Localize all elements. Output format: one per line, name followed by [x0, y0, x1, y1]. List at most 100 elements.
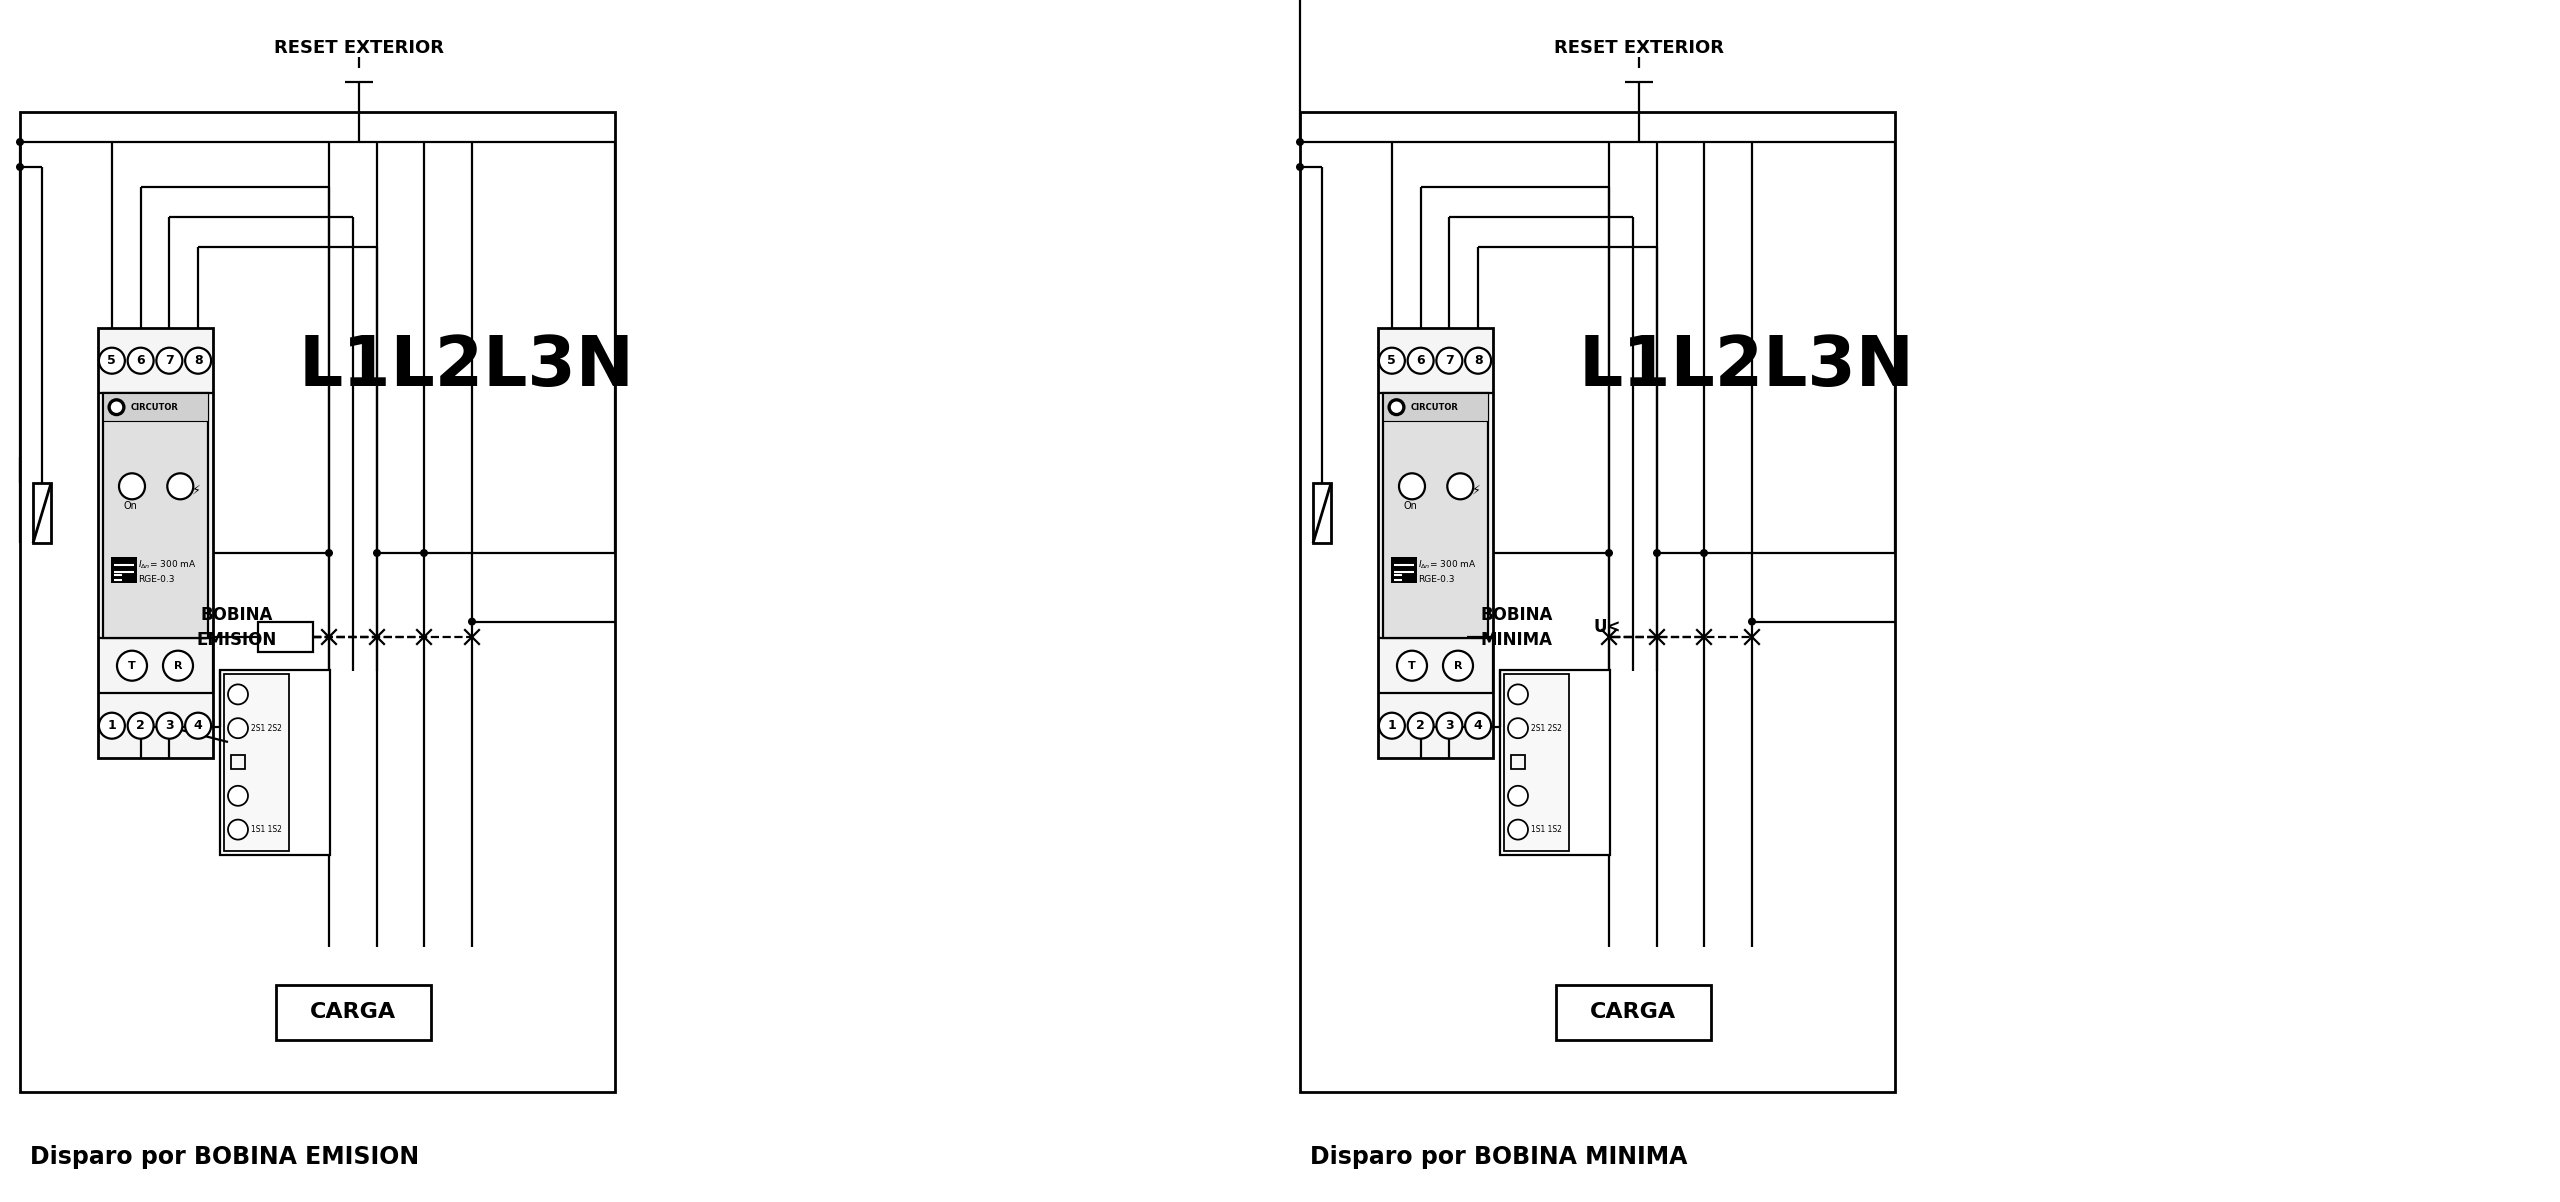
Text: 5: 5: [108, 355, 115, 367]
Bar: [97, 328, 212, 758]
Text: 8: 8: [1475, 355, 1482, 367]
Bar: [1556, 984, 1710, 1040]
Text: 1S1 1S2: 1S1 1S2: [251, 825, 282, 834]
Circle shape: [1388, 399, 1405, 415]
Circle shape: [1398, 474, 1426, 499]
Text: 5: 5: [1388, 355, 1395, 367]
Circle shape: [228, 820, 248, 840]
Text: CARGA: CARGA: [1590, 1002, 1677, 1022]
Circle shape: [228, 719, 248, 738]
Text: R: R: [1454, 661, 1462, 671]
Circle shape: [374, 549, 381, 557]
Text: $I_{\Delta n}$= 300 mA: $I_{\Delta n}$= 300 mA: [138, 559, 197, 571]
Bar: [1382, 393, 1487, 638]
Circle shape: [1295, 163, 1303, 171]
Bar: [33, 483, 51, 543]
Text: RGE-0.3: RGE-0.3: [138, 575, 174, 584]
Text: 7: 7: [164, 355, 174, 367]
Text: CIRCUTOR: CIRCUTOR: [131, 403, 179, 412]
Circle shape: [1508, 786, 1528, 805]
Text: 2S1 2S2: 2S1 2S2: [251, 724, 282, 733]
Circle shape: [156, 347, 182, 374]
Text: On: On: [123, 501, 136, 511]
Text: 2S1 2S2: 2S1 2S2: [1531, 724, 1562, 733]
Circle shape: [128, 713, 154, 739]
Circle shape: [118, 474, 146, 499]
Circle shape: [156, 713, 182, 739]
Text: CIRCUTOR: CIRCUTOR: [1411, 403, 1459, 412]
Bar: [1377, 328, 1492, 758]
Circle shape: [1380, 347, 1405, 374]
Text: ⚡: ⚡: [192, 483, 200, 496]
Text: BOBINA: BOBINA: [200, 606, 274, 624]
Circle shape: [1446, 474, 1475, 499]
Circle shape: [1654, 549, 1661, 557]
Circle shape: [1508, 684, 1528, 704]
Circle shape: [108, 399, 125, 415]
Circle shape: [128, 347, 154, 374]
Text: T: T: [128, 661, 136, 671]
Text: EMISION: EMISION: [197, 631, 276, 649]
Text: BOBINA: BOBINA: [1480, 606, 1554, 624]
Text: 2: 2: [136, 719, 146, 732]
Text: 7: 7: [1444, 355, 1454, 367]
Bar: [20, 112, 614, 1091]
Circle shape: [1748, 618, 1756, 625]
Bar: [259, 621, 312, 651]
Circle shape: [1508, 719, 1528, 738]
Text: L1L2L3N: L1L2L3N: [1580, 333, 1915, 400]
Bar: [276, 984, 430, 1040]
Bar: [102, 393, 207, 421]
Text: T: T: [1408, 661, 1416, 671]
Circle shape: [1436, 713, 1462, 739]
Text: Disparo por BOBINA EMISION: Disparo por BOBINA EMISION: [31, 1146, 420, 1170]
Circle shape: [1380, 713, 1405, 739]
Bar: [225, 673, 289, 851]
Bar: [1510, 755, 1526, 769]
Circle shape: [325, 549, 333, 557]
Circle shape: [1295, 138, 1303, 145]
Text: Disparo por BOBINA MINIMA: Disparo por BOBINA MINIMA: [1311, 1146, 1687, 1170]
Circle shape: [184, 713, 210, 739]
Circle shape: [1408, 713, 1434, 739]
Circle shape: [1464, 347, 1490, 374]
Circle shape: [1393, 403, 1400, 412]
Circle shape: [164, 650, 192, 680]
Bar: [1390, 557, 1416, 583]
Bar: [1300, 112, 1894, 1091]
Text: 3: 3: [164, 719, 174, 732]
Text: 2: 2: [1416, 719, 1426, 732]
Circle shape: [1408, 347, 1434, 374]
Bar: [1313, 483, 1331, 543]
Circle shape: [100, 713, 125, 739]
Text: 1S1 1S2: 1S1 1S2: [1531, 825, 1562, 834]
Text: 8: 8: [195, 355, 202, 367]
Circle shape: [228, 786, 248, 805]
Circle shape: [100, 347, 125, 374]
Text: CARGA: CARGA: [310, 1002, 397, 1022]
Bar: [1505, 673, 1569, 851]
Text: 3: 3: [1444, 719, 1454, 732]
Circle shape: [1436, 347, 1462, 374]
Circle shape: [15, 163, 23, 171]
Circle shape: [1605, 549, 1613, 557]
Bar: [110, 557, 136, 583]
Circle shape: [118, 650, 146, 680]
Circle shape: [1464, 713, 1490, 739]
Circle shape: [113, 403, 120, 412]
Text: ⚡: ⚡: [1472, 483, 1480, 496]
Circle shape: [166, 474, 195, 499]
Text: 4: 4: [1475, 719, 1482, 732]
Text: 1: 1: [108, 719, 115, 732]
Bar: [1382, 393, 1487, 421]
Text: RESET EXTERIOR: RESET EXTERIOR: [1554, 38, 1723, 56]
Text: 1: 1: [1388, 719, 1395, 732]
Text: R: R: [174, 661, 182, 671]
Circle shape: [420, 549, 428, 557]
Text: 4: 4: [195, 719, 202, 732]
Circle shape: [1444, 650, 1472, 680]
Circle shape: [184, 347, 210, 374]
Text: MINIMA: MINIMA: [1482, 631, 1554, 649]
Circle shape: [15, 138, 23, 145]
Circle shape: [1508, 820, 1528, 840]
